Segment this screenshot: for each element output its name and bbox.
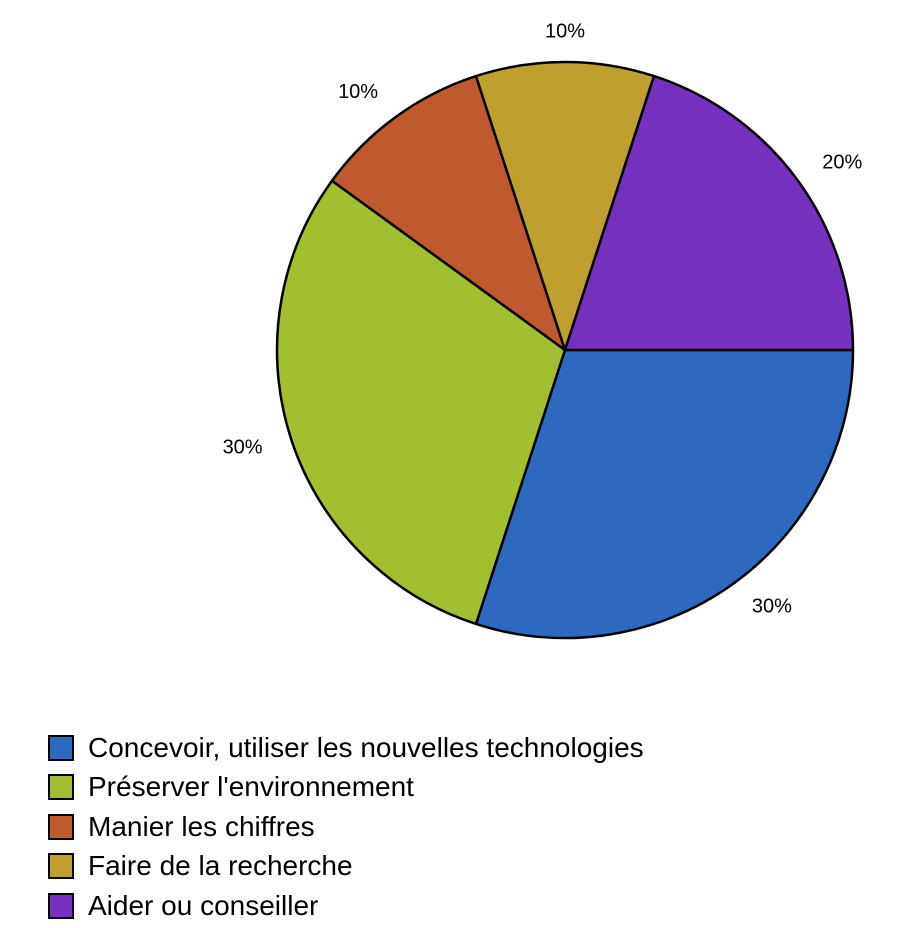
legend-item-2: Préserver l'environnement: [48, 768, 644, 808]
pie-slice-4: [474, 60, 656, 352]
legend-swatch: [48, 853, 74, 880]
legend-label: Aider ou conseiller: [88, 889, 319, 921]
pie-slice-labels: 30% 30% 10% 10% 20%: [223, 20, 863, 617]
legend-swatch: [48, 774, 74, 801]
legend-item-3: Manier les chiffres: [48, 807, 644, 847]
legend-item-5: Aider ou conseiller: [48, 886, 644, 926]
legend-swatch: [48, 734, 74, 761]
pie-slice-1: [474, 348, 855, 640]
pie-slice-label-2: 30%: [223, 437, 263, 459]
legend-item-1: Concevoir, utiliser les nouvelles techno…: [48, 728, 644, 768]
legend: Concevoir, utiliser les nouvelles techno…: [48, 728, 644, 926]
pie-slice-3: [330, 74, 567, 352]
pie-chart: 30% 30% 10% 10% 20%: [223, 20, 863, 640]
legend-label: Concevoir, utiliser les nouvelles techno…: [88, 731, 644, 763]
legend-label: Préserver l'environnement: [88, 771, 414, 803]
pie-slice-2: [275, 179, 567, 626]
pie-slice-label-4: 10%: [545, 20, 585, 42]
pie-slice-label-3: 10%: [338, 81, 378, 103]
legend-label: Manier les chiffres: [88, 810, 315, 842]
pie-slice-label-1: 30%: [752, 596, 792, 618]
pie-slice-label-5: 20%: [822, 151, 862, 173]
pie-slices: [275, 60, 855, 640]
legend-item-4: Faire de la recherche: [48, 847, 644, 887]
legend-swatch: [48, 892, 74, 919]
pie-slice-5: [563, 74, 855, 352]
legend-swatch: [48, 813, 74, 840]
legend-label: Faire de la recherche: [88, 850, 353, 882]
